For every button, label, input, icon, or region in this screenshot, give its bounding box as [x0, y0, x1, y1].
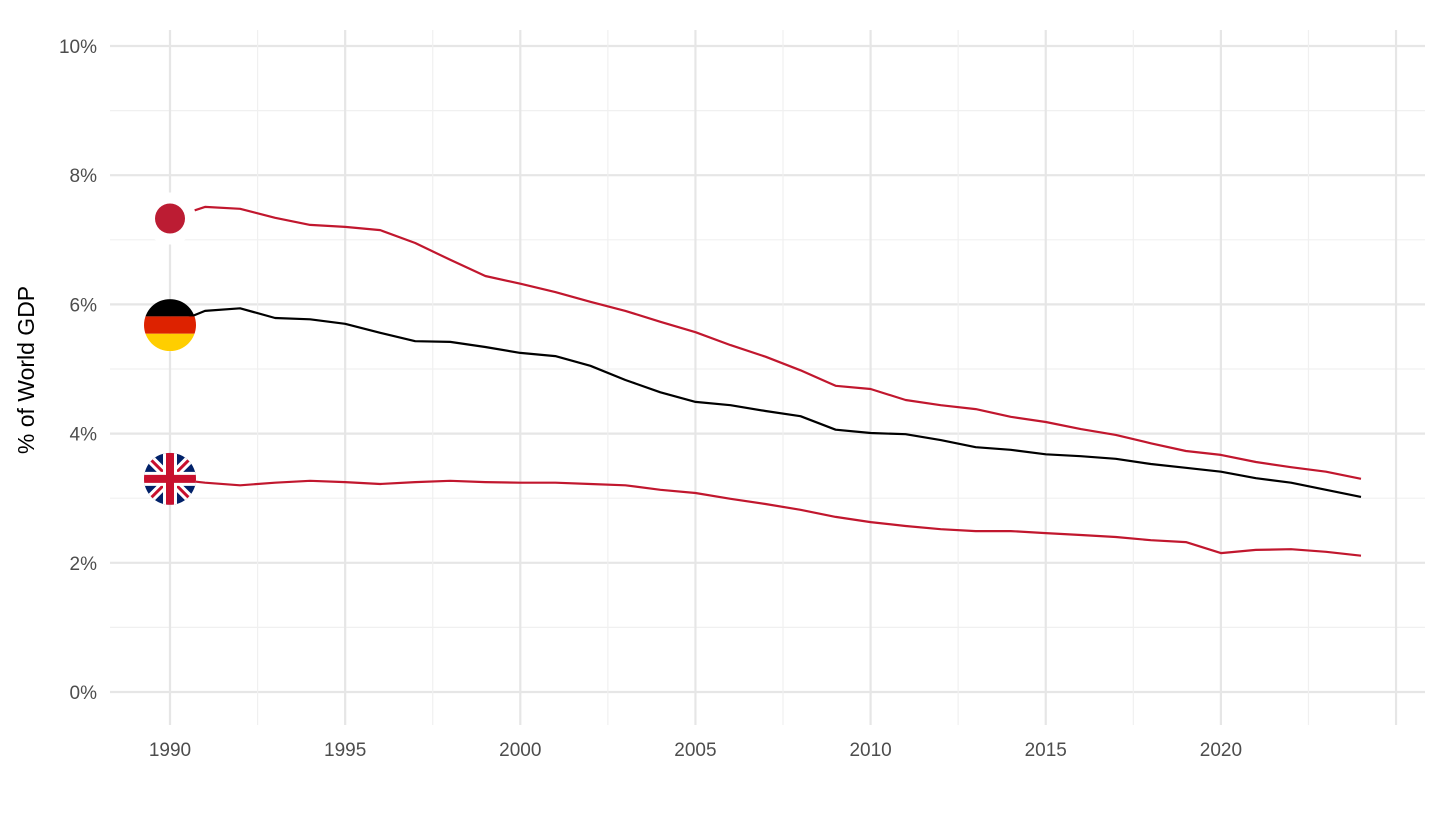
x-tick-label: 2000: [499, 740, 541, 761]
series-line-uk: [169, 477, 1362, 557]
y-tick-label: 8%: [70, 166, 98, 187]
japan-flag-icon: [144, 192, 196, 245]
grid: [110, 30, 1425, 725]
x-tick-label: 2005: [674, 740, 716, 761]
y-tick-label: 10%: [59, 37, 97, 58]
series-line-japan: [169, 205, 1362, 480]
x-tick-label: 2015: [1025, 740, 1067, 761]
x-tick-label: 1995: [324, 740, 366, 761]
x-tick-label: 1990: [149, 740, 191, 761]
y-tick-label: 4%: [70, 425, 98, 446]
series-line-germany: [169, 307, 1362, 498]
series-lines: [169, 205, 1362, 557]
y-tick-label: 0%: [70, 683, 98, 704]
y-axis-label: % of World GDP: [13, 286, 39, 454]
flag-stripe-gold: [144, 333, 196, 352]
tick-labels: 0% 2% 4% 6% 8% 10% 1990 1995 2000 2005 2010 2015 202…: [59, 37, 1242, 761]
flag-cross-red: [144, 452, 196, 505]
x-tick-label: 2020: [1200, 740, 1242, 761]
y-tick-label: 2%: [70, 554, 98, 575]
flag-stripe-black: [144, 299, 196, 317]
flag-sun: [155, 203, 185, 234]
germany-flag-icon: [144, 299, 196, 352]
flag-stripe-red: [144, 316, 196, 334]
y-tick-label: 6%: [70, 295, 98, 316]
x-tick-label: 2010: [849, 740, 891, 761]
flag-markers: [144, 192, 196, 505]
uk-flag-icon: [144, 452, 196, 505]
